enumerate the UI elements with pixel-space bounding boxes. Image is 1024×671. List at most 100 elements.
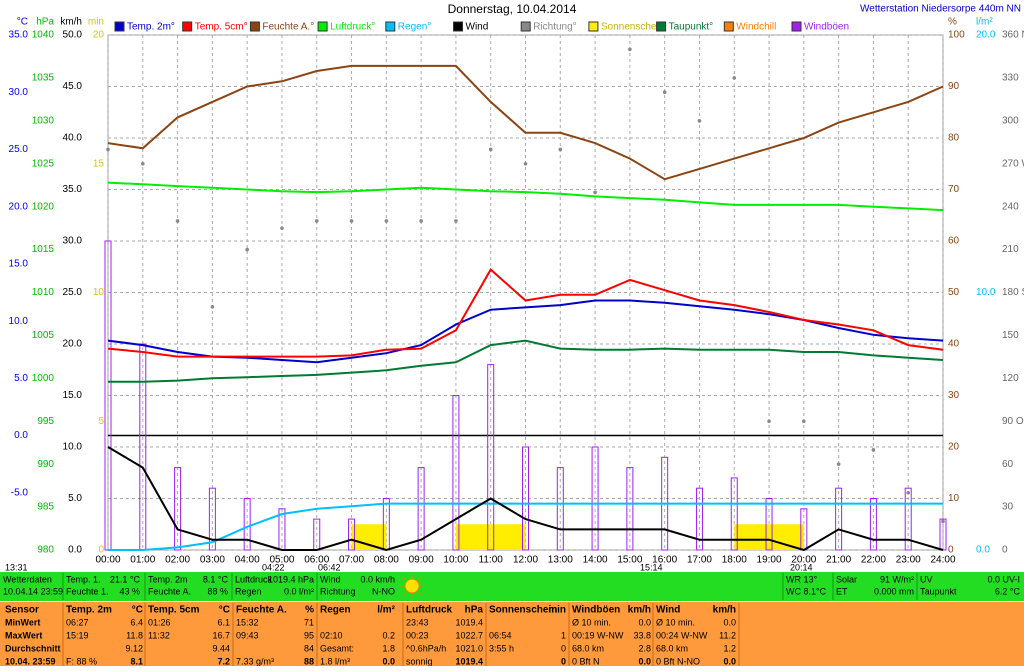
- table-header-unit: °C: [219, 605, 230, 616]
- direction-dot: [732, 76, 737, 80]
- direction-dot: [523, 161, 528, 166]
- y-tick-label: 80: [948, 133, 960, 144]
- sunshine-block: [490, 524, 526, 550]
- series-line: [107, 268, 944, 358]
- y-tick-label: 20: [93, 30, 105, 41]
- status-value: 91 W/m²: [880, 574, 914, 584]
- direction-dot: [210, 305, 215, 309]
- legend-swatch: [453, 21, 463, 32]
- cell-text: 00:23: [406, 630, 429, 640]
- status-value: 8.1 °C: [203, 574, 229, 584]
- status-value: 0.0 l/m²: [284, 586, 314, 596]
- row-label: Durchschnitt: [5, 643, 61, 653]
- y-tick-label: 50.0: [63, 30, 83, 41]
- x-tick-label: 14:00: [583, 555, 608, 566]
- y-tick-label: 10.0: [9, 316, 29, 327]
- x-tick-label: 06:00: [304, 555, 329, 566]
- axis-unit: °C: [17, 17, 28, 28]
- cell-text: 68.0 km: [656, 643, 688, 653]
- gust-bar: [522, 446, 529, 551]
- table-header-unit: l/m²: [377, 605, 395, 616]
- direction-dot: [767, 419, 771, 424]
- status-label: Luftdruck: [235, 574, 273, 584]
- y-tick-label: 0: [98, 545, 104, 556]
- chart-title: Donnerstag, 10.04.2014: [448, 2, 577, 16]
- status-label: WC 8.1°C: [786, 586, 827, 596]
- legend-label: Sonnenschein: [601, 22, 664, 33]
- series-line: [107, 181, 944, 212]
- direction-dot: [384, 219, 389, 223]
- direction-dot: [175, 219, 180, 223]
- legend-swatch: [588, 21, 599, 32]
- y-tick-label: 25.0: [63, 287, 83, 298]
- cell-value: 9.12: [125, 643, 143, 653]
- gust-bar: [695, 487, 703, 551]
- x-tick-label: 18:00: [722, 555, 747, 566]
- y-tick-label: 10.0: [976, 287, 996, 298]
- direction-dot: [558, 147, 563, 152]
- cell-text: 15:19: [66, 630, 89, 640]
- status-value: 88 %: [207, 586, 228, 596]
- sun-icon: [400, 574, 424, 598]
- direction-dot: [836, 462, 841, 466]
- table-header-unit: hPa: [465, 605, 484, 616]
- cell-value: 1: [561, 630, 566, 640]
- row-label: MaxWert: [5, 630, 42, 640]
- time-note: 20:14: [790, 562, 813, 572]
- cell-text: 00:19 W-NW: [572, 630, 624, 640]
- cell-value: 0.0: [723, 656, 736, 666]
- y-tick-label: 995: [37, 416, 54, 427]
- direction-dot: [906, 490, 911, 495]
- sunshine-block: [734, 524, 770, 550]
- status-label: Wind: [320, 574, 341, 584]
- cell-text: 06:27: [66, 617, 89, 627]
- y-tick-label: 0: [948, 545, 954, 556]
- y-tick-label: 5: [98, 416, 104, 427]
- status-value: 0.000 mm: [874, 586, 914, 596]
- table-header-unit: °C: [132, 605, 143, 616]
- x-tick-label: 22:00: [861, 555, 886, 566]
- y-tick-label: 50: [948, 287, 960, 298]
- series-line: [108, 339, 944, 383]
- x-tick-label: 07:00: [339, 555, 364, 566]
- cell-value: 95: [304, 630, 314, 640]
- x-tick-label: 19:00: [757, 555, 782, 566]
- y-tick-label: 1010: [32, 287, 55, 298]
- x-tick-label: 15:00: [617, 555, 642, 566]
- cell-value: 0.0: [638, 617, 651, 627]
- y-tick-label: 20.0: [63, 339, 83, 350]
- cell-value: 0.0: [638, 656, 651, 666]
- y-tick-label: 1040: [32, 30, 55, 41]
- legend-swatch: [520, 21, 531, 32]
- gust-bar: [208, 487, 216, 551]
- table-header: Regen: [320, 605, 351, 616]
- legend-swatch: [114, 21, 125, 32]
- gust-bar: [904, 487, 912, 551]
- cell-value: 1022.7: [455, 630, 483, 640]
- cell-value: 2.8: [638, 643, 651, 653]
- y-tick-label: 40.0: [63, 133, 83, 144]
- gust-bar: [487, 364, 495, 551]
- y-tick-label: 15.0: [9, 259, 29, 270]
- y-tick-label: 1035: [32, 73, 55, 84]
- direction-dot: [349, 219, 354, 223]
- gust-bar: [243, 498, 251, 551]
- row-label: 10.04. 23:59: [5, 656, 56, 666]
- gust-bar: [452, 395, 460, 551]
- cell-text: 7.33 g/m³: [236, 656, 274, 666]
- cell-text: 68.0 km: [572, 643, 604, 653]
- x-tick-label: 08:00: [374, 555, 399, 566]
- cell-value: 0.0: [723, 617, 736, 627]
- cell-text: 09:43: [236, 630, 259, 640]
- table-header: Luftdruck: [406, 605, 453, 616]
- y-tick-label: 35.0: [63, 184, 83, 195]
- y-tick-label: 0: [1002, 545, 1008, 556]
- y-tick-label: 210: [1002, 244, 1019, 255]
- time-note: 15:14: [640, 562, 663, 572]
- cell-text: 01:26: [148, 617, 171, 627]
- cell-value: 11.2: [719, 630, 736, 640]
- table-header: Sensor: [5, 605, 39, 616]
- y-tick-label: 60: [1002, 459, 1014, 470]
- status-value: 43 %: [119, 586, 140, 596]
